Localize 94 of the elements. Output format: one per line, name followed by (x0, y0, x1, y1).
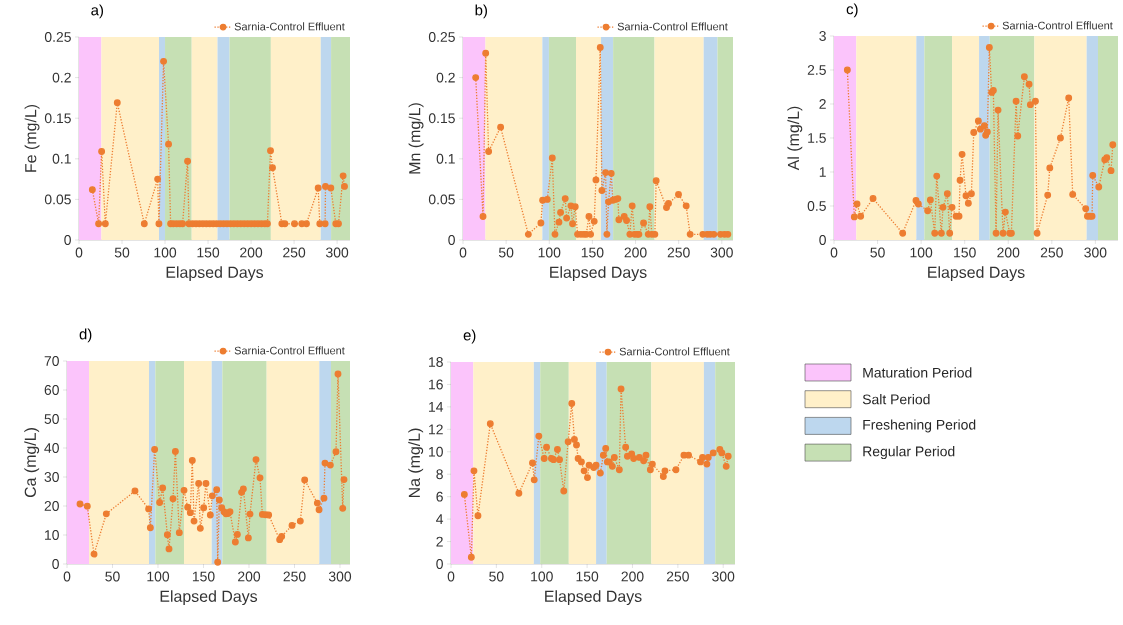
y-tick-label: 1.5 (808, 133, 826, 143)
y-tick-label: 4 (436, 514, 444, 524)
x-tick-label: 250 (667, 247, 690, 258)
y-tick-label: 0.2 (52, 72, 71, 83)
y-tick-label: 20 (44, 501, 59, 511)
x-tick-label: 50 (498, 247, 514, 258)
y-tick-label: 60 (44, 385, 59, 395)
chart-title: b) (475, 4, 487, 19)
x-tick-label: 0 (830, 247, 838, 258)
y-tick-label: 0.25 (428, 32, 455, 42)
x-tick-label: 50 (489, 571, 504, 582)
y-tick-label: 3 (819, 31, 826, 41)
x-axis-title: Elapsed Days (166, 266, 264, 282)
y-axis-title: Fe (mg/L) (24, 104, 40, 172)
y-tick-label: 0 (52, 559, 59, 569)
y-tick-label: 0.1 (436, 153, 455, 164)
x-tick-label: 300 (1084, 247, 1107, 258)
y-tick-label: 6 (436, 491, 443, 502)
y-tick-label: 50 (44, 414, 59, 424)
x-tick-label: 50 (870, 247, 885, 258)
x-tick-label: 50 (105, 571, 120, 582)
x-tick-label: 100 (154, 247, 177, 258)
x-tick-label: 100 (538, 247, 561, 258)
x-tick-label: 100 (531, 571, 553, 582)
y-tick-label: 0.05 (44, 194, 71, 205)
category-label: Maturation Period (863, 367, 972, 378)
y-tick-label: 18 (429, 357, 443, 367)
y-tick-label: 0.15 (428, 113, 455, 124)
x-axis-title: Elapsed Days (160, 590, 258, 606)
chart-title: e) (463, 329, 476, 344)
x-tick-label: 150 (581, 247, 604, 258)
chart-title: a) (91, 4, 104, 19)
y-tick-label: 1 (819, 167, 826, 177)
legend-label: Sarnia-Control Effluent (234, 346, 345, 355)
legend-label: Sarnia-Control Effluent (1002, 21, 1113, 30)
x-axis-title: Elapsed Days (545, 590, 642, 606)
y-tick-label: 8 (436, 469, 443, 480)
x-tick-label: 150 (197, 247, 220, 258)
x-axis-title: Elapsed Days (550, 266, 647, 282)
y-tick-label: 2.5 (807, 65, 826, 75)
y-axis-title: Ca (mg/L) (24, 428, 40, 498)
y-tick-label: 40 (44, 443, 59, 453)
x-tick-label: 0 (459, 247, 467, 258)
y-tick-label: 0.2 (436, 72, 455, 83)
x-tick-label: 50 (114, 247, 130, 258)
x-tick-label: 200 (240, 247, 263, 258)
x-tick-label: 200 (997, 247, 1020, 258)
x-tick-label: 150 (954, 247, 976, 258)
x-tick-label: 200 (624, 247, 647, 258)
legend-label: Sarnia-Control Effluent (234, 22, 345, 31)
y-tick-label: 16 (429, 379, 443, 390)
x-tick-label: 100 (147, 571, 170, 582)
y-tick-label: 0 (64, 235, 71, 245)
x-tick-label: 300 (712, 571, 735, 582)
y-tick-label: 10 (429, 446, 443, 457)
category-label: Salt Period (862, 394, 930, 405)
x-tick-label: 250 (1040, 247, 1063, 258)
x-tick-label: 250 (666, 571, 689, 582)
y-tick-label: 0.15 (44, 113, 71, 124)
y-tick-label: 0 (436, 559, 443, 569)
y-axis-title: Mn (mg/L) (408, 103, 424, 174)
x-tick-label: 200 (621, 571, 644, 582)
x-axis-title: Elapsed Days (928, 266, 1025, 282)
y-axis-title: Na (mg/L) (408, 428, 424, 498)
x-tick-label: 300 (328, 571, 352, 582)
y-tick-label: 0.05 (428, 194, 455, 205)
x-tick-label: 300 (325, 247, 349, 258)
category-label: Regular Period (863, 446, 955, 460)
y-tick-label: 0.1 (52, 153, 71, 164)
legend-label: Sarnia-Control Effluent (617, 22, 728, 31)
y-tick-label: 0 (448, 235, 455, 245)
chart-title: c) (846, 3, 858, 18)
y-tick-label: 2 (436, 536, 443, 547)
x-tick-label: 150 (192, 571, 215, 582)
y-tick-label: 70 (44, 356, 59, 366)
chart-title: d) (79, 328, 92, 343)
x-tick-label: 200 (238, 571, 261, 582)
category-label: Freshening Period (863, 419, 976, 433)
x-tick-label: 300 (710, 247, 733, 258)
x-tick-label: 150 (576, 571, 599, 582)
x-tick-label: 0 (75, 247, 83, 258)
y-tick-label: 2 (819, 99, 826, 109)
y-tick-label: 0 (819, 235, 826, 245)
y-tick-label: 12 (429, 424, 443, 435)
y-tick-label: 14 (429, 402, 444, 412)
x-tick-label: 250 (283, 571, 306, 582)
y-tick-label: 10 (45, 530, 59, 540)
legend-label: Sarnia-Control Effluent (619, 347, 730, 356)
y-tick-label: 0.25 (44, 32, 71, 42)
x-tick-label: 250 (283, 247, 306, 258)
x-tick-label: 100 (910, 247, 933, 258)
y-tick-label: 30 (44, 472, 59, 482)
y-axis-title: Al (mg/L) (787, 106, 803, 171)
y-tick-label: 0.5 (807, 201, 826, 211)
